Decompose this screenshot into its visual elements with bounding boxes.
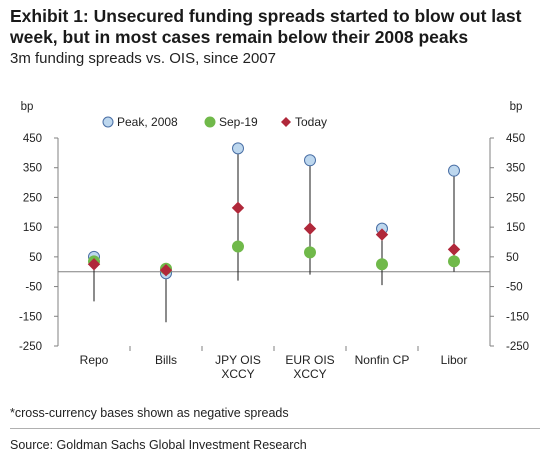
y-tick-label-left: 150 xyxy=(23,222,42,234)
legend-marker-sep-19 xyxy=(204,116,216,128)
y-tick-label-left: 250 xyxy=(23,192,42,204)
y-tick-label-left: 350 xyxy=(23,163,42,175)
point-today xyxy=(447,243,461,256)
point-peak-2008 xyxy=(448,164,460,177)
legend-marker-peak-2008 xyxy=(102,116,114,128)
y-tick-label-left: -50 xyxy=(25,282,42,294)
x-tick-label: Bills xyxy=(155,353,177,367)
y-tick-label-right: 450 xyxy=(506,133,525,145)
point-sep-19 xyxy=(376,258,388,271)
chart-plot: 450 450 350 350 250 250 150 150 50 50 -50 -50 -150 -1… xyxy=(19,101,529,381)
source-note: Source: Goldman Sachs Global Investment … xyxy=(10,438,307,452)
y-tick-label-right: -150 xyxy=(506,311,529,323)
divider xyxy=(10,428,540,429)
point-sep-19 xyxy=(304,246,316,259)
legend-marker-today xyxy=(281,117,291,127)
x-tick-label: EUR OIS xyxy=(285,353,334,367)
point-today xyxy=(303,222,317,235)
chart-title: Exhibit 1: Unsecured funding spreads sta… xyxy=(10,6,522,47)
point-today xyxy=(87,258,101,271)
y-tick-label-right: 350 xyxy=(506,163,525,175)
x-tick-label: Nonfin CP xyxy=(355,353,410,367)
y-tick-label-right: 150 xyxy=(506,222,525,234)
chart-subtitle: 3m funding spreads vs. OIS, since 2007 xyxy=(10,50,276,67)
y-axis-label-right: bp xyxy=(510,101,523,113)
y-tick-label-left: 450 xyxy=(23,133,42,145)
x-tick-label: Libor xyxy=(441,353,468,367)
y-tick-label-left: -150 xyxy=(19,311,42,323)
y-tick-label-left: 50 xyxy=(29,252,42,264)
legend-label: Peak, 2008 xyxy=(117,115,178,129)
point-today xyxy=(231,201,245,215)
y-tick-label-right: -50 xyxy=(506,282,523,294)
x-tick-label: XCCY xyxy=(293,367,326,381)
y-tick-label-left: -250 xyxy=(19,341,42,353)
x-tick-label: Repo xyxy=(80,353,109,367)
y-tick-label-right: -250 xyxy=(506,341,529,353)
y-tick-label-right: 250 xyxy=(506,192,525,204)
footnote: *cross-currency bases shown as negative … xyxy=(10,406,289,420)
x-tick-label: XCCY xyxy=(221,367,254,381)
point-peak-2008 xyxy=(232,142,244,155)
point-today xyxy=(159,264,173,277)
legend-label: Sep-19 xyxy=(219,115,258,129)
point-sep-19 xyxy=(232,240,244,253)
point-today xyxy=(375,228,389,241)
y-axis-label-left: bp xyxy=(21,101,34,113)
point-sep-19 xyxy=(448,255,460,268)
y-tick-label-right: 50 xyxy=(506,252,519,264)
point-peak-2008 xyxy=(304,154,316,167)
legend-label: Today xyxy=(295,115,327,129)
x-tick-label: JPY OIS xyxy=(215,353,261,367)
